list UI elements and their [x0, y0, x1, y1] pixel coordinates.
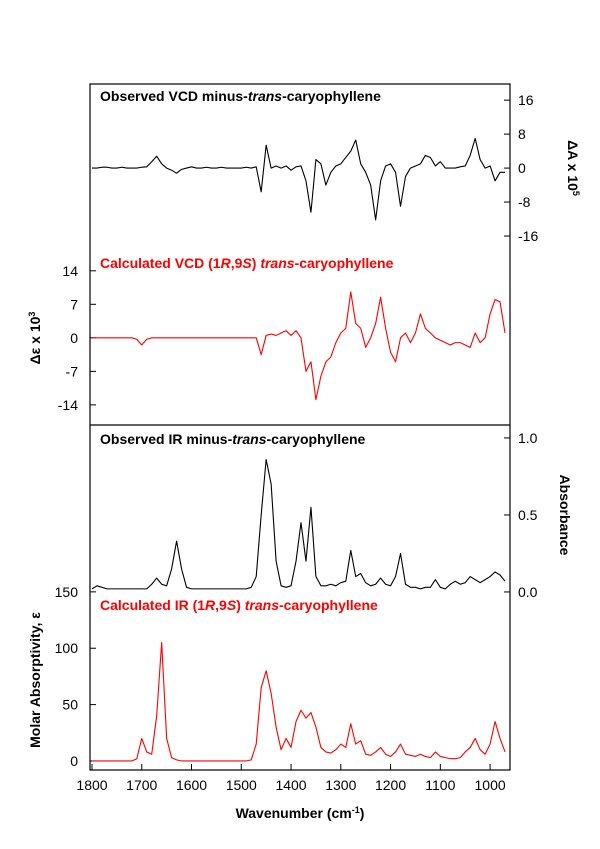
y2-tick-label: 1.0	[518, 430, 538, 446]
series-label-part: -caryophyllene	[295, 255, 394, 271]
y2-axis-label: ΔA x 105	[565, 140, 581, 196]
series-label-part: -caryophyllene	[267, 431, 366, 447]
y2-tick-label: -8	[518, 194, 531, 210]
series-label-part: -caryophyllene	[282, 88, 381, 104]
x-tick-label: 1600	[176, 777, 207, 793]
series-label: Observed VCD minus-trans-caryophyllene	[100, 88, 381, 104]
x-tick-label: 1000	[475, 777, 506, 793]
y-axis-label: Δε x 103	[27, 312, 43, 365]
spectrum-line	[91, 291, 506, 401]
x-axis-label: Wavenumber (cm-1)	[236, 805, 365, 821]
series-label-part: Calculated VCD (1	[100, 255, 221, 271]
y2-axis-label-part: ΔA x 10	[565, 140, 581, 191]
x-tick-label: 1400	[275, 777, 306, 793]
series-label: Observed IR minus-trans-caryophyllene	[100, 431, 366, 447]
y-axis-label-part: 3	[27, 312, 37, 317]
series-label-part: Observed VCD minus-	[100, 88, 248, 104]
series-label-part: trans	[245, 597, 279, 613]
x-tick-label: 1700	[126, 777, 157, 793]
y2-tick-label: 0.5	[518, 507, 538, 523]
series-label-part: -caryophyllene	[279, 597, 378, 613]
series-label-part: Observed IR minus-	[100, 431, 233, 447]
series-label-part: )	[252, 255, 261, 271]
y-axis-label-part: Molar Absorptivity, ε	[27, 612, 43, 748]
series-label-part: Calculated IR (1	[100, 597, 205, 613]
series-label-part: R	[205, 597, 216, 613]
y-tick-label: 0	[70, 753, 78, 769]
series-label-part: ,9	[215, 597, 227, 613]
x-tick-label: 1200	[375, 777, 406, 793]
x-tick-label: 1800	[76, 777, 107, 793]
spectrum-line	[91, 642, 506, 762]
series-label-part: S	[242, 255, 252, 271]
y-tick-label: 50	[62, 697, 78, 713]
y-tick-label: 7	[70, 296, 78, 312]
y-axis-label-part: Δε x 10	[27, 316, 43, 364]
series-label-part: trans	[248, 88, 282, 104]
y2-tick-label: 0.0	[518, 584, 538, 600]
series-label: Calculated IR (1R,9S) trans-caryophyllen…	[100, 597, 378, 613]
series-label-part: S	[227, 597, 237, 613]
y-axis-label: Molar Absorptivity, ε	[27, 612, 43, 748]
series-label-part: R	[221, 255, 232, 271]
series-label-part: )	[236, 597, 245, 613]
y2-tick-label: 8	[518, 126, 526, 142]
x-tick-label: 1500	[226, 777, 257, 793]
y-tick-label: 14	[62, 263, 78, 279]
y2-tick-label: 16	[518, 92, 534, 108]
y-tick-label: 100	[55, 640, 79, 656]
x-axis-label-part: -1	[352, 805, 360, 815]
plot-frame	[89, 83, 511, 771]
series-label-part: trans	[260, 255, 294, 271]
y-tick-label: -7	[66, 363, 79, 379]
x-axis-label-part: )	[360, 805, 365, 821]
series-label-part: trans	[232, 431, 266, 447]
y2-tick-label: -16	[518, 228, 538, 244]
series-label: Calculated VCD (1R,9S) trans-caryophylle…	[100, 255, 394, 271]
spectrum-line	[91, 458, 506, 590]
y2-axis-label-part: Absorbance	[557, 475, 573, 556]
series-label-part: ,9	[231, 255, 243, 271]
y2-tick-label: 0	[518, 160, 526, 176]
spectrum-line	[91, 137, 506, 221]
x-tick-label: 1100	[425, 777, 455, 793]
y2-axis-label: Absorbance	[557, 475, 573, 556]
x-axis-label-part: Wavenumber (cm	[236, 805, 352, 821]
y-tick-label: 150	[55, 584, 79, 600]
x-tick-label: 1300	[325, 777, 356, 793]
y-tick-label: -14	[58, 397, 78, 413]
y-tick-label: 0	[70, 330, 78, 346]
y2-axis-label-part: 5	[571, 191, 581, 196]
